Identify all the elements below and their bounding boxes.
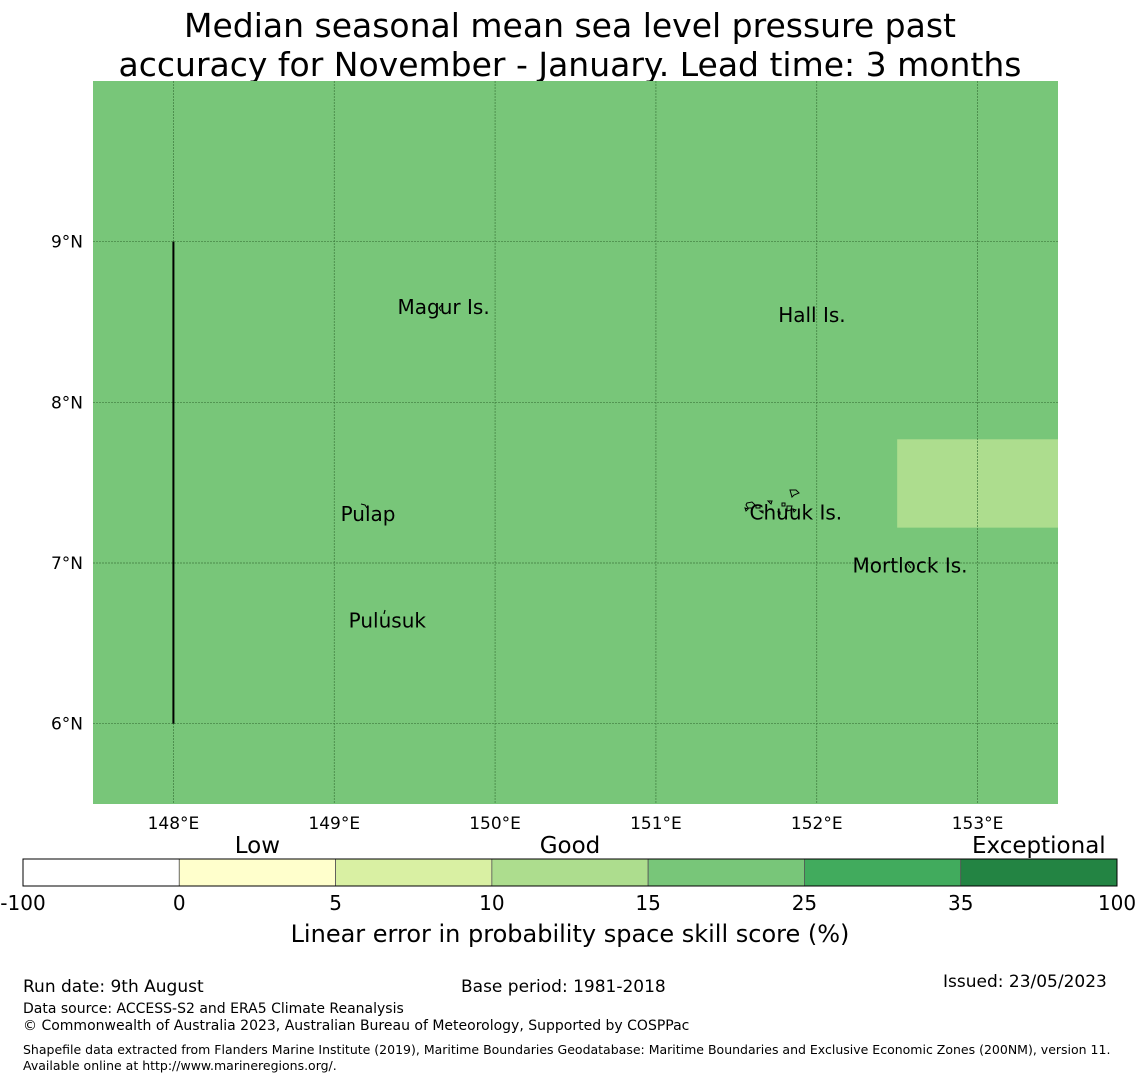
- colorbar-swatch: [647, 858, 805, 887]
- lon-tick-label: 149°E: [308, 814, 360, 830]
- map-plot: Magur Is. Hall Is. Pulap Chuuk Is. Mortlock …: [51, 81, 1058, 830]
- colorbar-label: Linear error in probability space skill …: [291, 920, 850, 948]
- colorbar-tick-label: 10: [479, 891, 504, 915]
- colorbar-swatches: [22, 858, 1118, 887]
- colorbar-swatch: [178, 858, 336, 887]
- lat-tick-label: 6°N: [51, 715, 83, 735]
- colorbar-swatch: [491, 858, 649, 887]
- run-date: Run date: 9th August: [23, 977, 204, 997]
- colorbar-frame: [22, 858, 1118, 887]
- colorbar-swatch: [22, 858, 180, 887]
- lat-tick-label: 9°N: [51, 233, 83, 253]
- colorbar-swatch: [804, 858, 962, 887]
- colorbar-tick-label: 15: [635, 891, 660, 915]
- place-label: Hall Is.: [778, 303, 845, 327]
- title-line-2: accuracy for November - January. Lead ti…: [118, 45, 1022, 84]
- chuuk-lagoon-outline: [744, 489, 800, 516]
- place-labels: Magur Is. Hall Is. Pulap Chuuk Is. Mortlock …: [341, 295, 968, 632]
- magur-island-outline: [438, 304, 443, 312]
- colorbar-tick-label: 25: [792, 891, 817, 915]
- island-outlines: [360, 304, 912, 615]
- copyright-notice: © Commonwealth of Australia 2023, Austra…: [23, 1018, 690, 1034]
- base-period: Base period: 1981-2018: [461, 977, 666, 997]
- title-line-1: Median seasonal mean sea level pressure …: [184, 6, 956, 45]
- legend-category-label: Low: [235, 833, 280, 859]
- axis-tick-labels: 148°E 149°E 150°E 151°E 152°E 153°E 9°N 8°N 7°N 6…: [51, 233, 1003, 830]
- place-label: Mortlock Is.: [853, 554, 968, 578]
- colorbar-tick-label: 5: [329, 891, 342, 915]
- lon-tick-label: 153°E: [952, 814, 1004, 830]
- legend-category-label: Exceptional: [972, 833, 1106, 859]
- issued-date: Issued: 23/05/2023: [943, 972, 1107, 992]
- mortlock-island-outline: [907, 563, 912, 569]
- shapefile-credit: Shapefile data extracted from Flanders M…: [23, 1042, 1111, 1073]
- colorbar-tick-label: 0: [173, 891, 186, 915]
- colorbar-legend: Low Good Exceptional -100 0 5 10 15 25 35 100 Lin…: [0, 833, 1136, 948]
- pulusuk-island-outline: [383, 609, 386, 615]
- colorbar-boundary-labels: -100 0 5 10 15 25 35 100: [0, 891, 1136, 915]
- lon-tick-label: 152°E: [791, 814, 843, 830]
- legend-category-label: Good: [540, 833, 601, 859]
- lon-tick-label: 150°E: [469, 814, 521, 830]
- colorbar-tick-label: 35: [948, 891, 973, 915]
- chart-title: Median seasonal mean sea level pressure …: [0, 6, 1140, 84]
- place-label: Magur Is.: [398, 295, 490, 319]
- colorbar-tick-label: 100: [1098, 891, 1136, 915]
- lat-tick-label: 8°N: [51, 393, 83, 413]
- colorbar-tick-label: -100: [0, 891, 45, 915]
- lon-tick-label: 148°E: [148, 814, 200, 830]
- colorbar-swatch: [960, 858, 1118, 887]
- place-label: Pulap: [341, 502, 396, 526]
- place-label: Pulusuk: [349, 608, 427, 632]
- place-label: Chuuk Is.: [750, 501, 843, 525]
- legend-category-labels: Low Good Exceptional: [235, 833, 1106, 859]
- lon-tick-label: 151°E: [630, 814, 682, 830]
- data-source: Data source: ACCESS-S2 and ERA5 Climate …: [23, 1001, 404, 1017]
- colorbar-swatch: [335, 858, 493, 887]
- lat-tick-label: 7°N: [51, 554, 83, 574]
- pulap-island-outline: [360, 503, 368, 509]
